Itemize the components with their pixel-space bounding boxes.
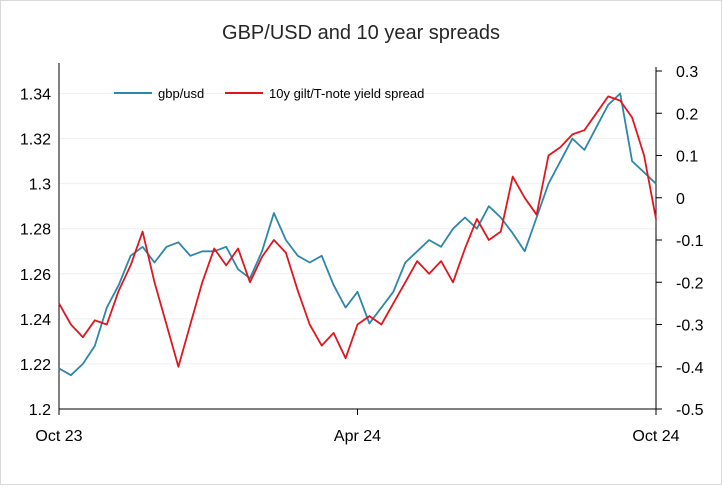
y-tick-label: 1.22	[20, 357, 51, 374]
y-tick-label: 1.28	[20, 222, 51, 239]
series-layer	[58, 92, 657, 377]
legend: gbp/usd 10y gilt/T-note yield spread	[114, 86, 424, 101]
series-line-yield-spread	[58, 95, 657, 368]
y2-tick-label: 0.1	[676, 149, 698, 166]
gridlines	[59, 93, 656, 365]
chart-title: GBP/USD and 10 year spreads	[222, 22, 500, 44]
x-tick-label: Apr 24	[334, 428, 381, 445]
y2-tick-label: -0.5	[676, 402, 704, 419]
series-line-gbpusd	[58, 92, 657, 377]
legend-label: gbp/usd	[158, 86, 204, 101]
y-tick-label: 1.2	[29, 402, 51, 419]
legend-label: 10y gilt/T-note yield spread	[269, 86, 424, 101]
y2-tick-label: -0.1	[676, 233, 704, 250]
y-tick-label: 1.26	[20, 267, 51, 284]
x-tick-label: Oct 23	[35, 428, 82, 445]
x-tick-label: Oct 24	[632, 428, 679, 445]
y-tick-label: 1.3	[29, 177, 51, 194]
y2-tick-label: 0.2	[676, 106, 698, 123]
y2-tick-label: -0.3	[676, 318, 704, 335]
y2-tick-label: 0.3	[676, 64, 698, 81]
y2-tick-label: -0.2	[676, 275, 704, 292]
y-tick-label: 1.32	[20, 132, 51, 149]
axes: 1.2 1.22 1.24 1.26 1.28 1.3 1.32 1.34 -0.5 -0.4 -0…	[20, 63, 704, 445]
y2-tick-label: 0	[676, 191, 685, 208]
y2-tick-label: -0.4	[676, 360, 704, 377]
y-tick-label: 1.34	[20, 87, 51, 104]
y-tick-label: 1.24	[20, 312, 51, 329]
